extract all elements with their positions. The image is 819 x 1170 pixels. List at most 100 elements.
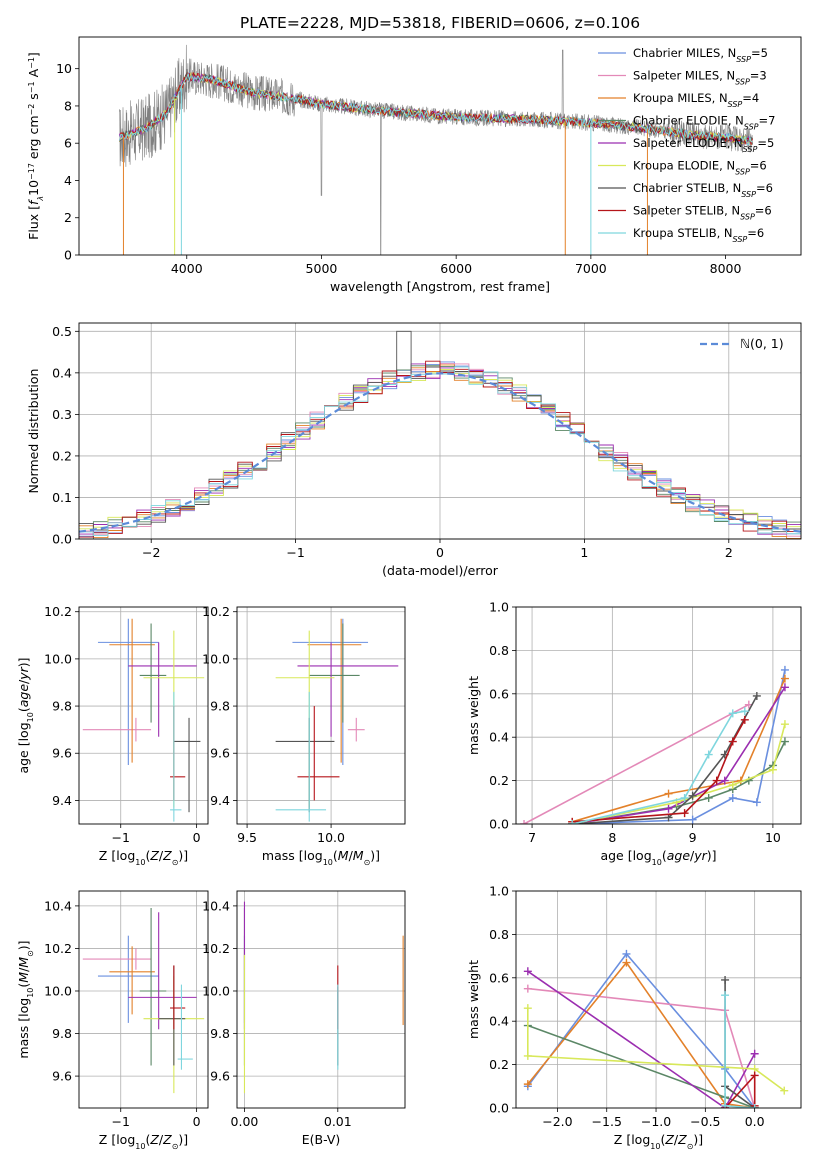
mass-weight-marker (664, 804, 673, 813)
plot-area (243, 901, 404, 1094)
mass-weight-line-4 (527, 970, 756, 1108)
mass-weight-marker (704, 750, 713, 759)
y-tick-label: 0.8 (489, 927, 509, 942)
legend-label-4: Salpeter ELODIE, NSSP=5 (633, 136, 774, 154)
y-tick-label: 0.8 (489, 643, 509, 658)
y-tick-label: 9.4 (52, 793, 72, 808)
mass-weight-marker (568, 820, 577, 824)
legend-label-2: Kroupa MILES, NSSP=4 (633, 91, 759, 109)
x-tick-label: 0.0 (745, 1114, 765, 1129)
mass-weight-line-8 (572, 710, 745, 824)
y-tick-label: 0 (64, 248, 72, 263)
plot-frame (515, 890, 802, 1109)
mass-weight-marker (720, 776, 729, 785)
y-tick-label: 0.1 (52, 490, 72, 505)
mass-weight-marker (523, 967, 532, 976)
panel-residuals: −2 −1 0 1 2 0.0 0.1 0.2 0.3 0.4 0.5 (data-model)/er… (26, 322, 802, 578)
y-tick-label: 0.6 (489, 970, 509, 985)
legend-label-8: Kroupa STELIB, NSSP=6 (633, 226, 764, 244)
mass-weight-line-1 (527, 987, 756, 1108)
y-tick-label: 0.0 (52, 532, 72, 547)
mass-weight-marker (523, 1080, 532, 1089)
x-axis-label: mass [log10(M/M⊙)] (262, 848, 380, 867)
mass-weight-marker (780, 683, 789, 692)
legend-label-6: Chabrier STELIB, NSSP=6 (633, 181, 773, 199)
x-tick-label: 0 (436, 545, 444, 560)
x-tick-label: −1 (112, 830, 130, 845)
x-tick-label: −2 (142, 545, 160, 560)
y-axis-label: age [log10(age/yr)] (16, 657, 35, 773)
y-tick-label: 0.2 (489, 773, 509, 788)
mass-weight-marker (664, 789, 673, 798)
x-tick-label: −1 (286, 545, 304, 560)
x-tick-label: 8000 (710, 261, 742, 276)
y-axis-label: mass weight (466, 676, 481, 755)
x-tick-label: 1 (580, 545, 588, 560)
y-axis-label: Normed distribution (26, 369, 41, 494)
panel-spectrum: 4000 5000 6000 7000 8000 0 2 4 6 8 10 wavelength [A… (26, 36, 802, 294)
y-tick-label: 9.8 (52, 699, 72, 714)
y-tick-label: 0.6 (489, 686, 509, 701)
mass-weight-marker (712, 776, 721, 785)
y-tick-label: 1.0 (489, 600, 509, 615)
mass-weight-marker (622, 949, 631, 958)
x-tick-label: 10.0 (317, 830, 345, 845)
plot-area (118, 44, 753, 255)
y-tick-label: 6 (64, 136, 72, 151)
mass-weight-line-1 (523, 703, 750, 824)
legend-label-3: Chabrier ELODIE, NSSP=7 (633, 114, 775, 132)
x-axis-label: E(B-V) (302, 1132, 341, 1147)
mass-weight-marker (752, 798, 761, 807)
y-tick-label: 0.4 (52, 365, 72, 380)
model-spectrum-8 (118, 72, 753, 146)
mass-weight-marker (622, 958, 631, 967)
y-tick-label: 9.4 (210, 793, 230, 808)
mass-weight-marker (780, 674, 789, 683)
y-axis-label: mass [log10(M/M⊙)] (16, 940, 35, 1058)
mass-weight-line-2 (527, 961, 755, 1108)
y-tick-label: 2 (64, 210, 72, 225)
plot-area (275, 618, 399, 822)
plot-frame (236, 606, 406, 825)
plot-frame (78, 890, 209, 1109)
mass-weight-marker (780, 665, 789, 674)
legend-label-5: Kroupa ELODIE, NSSP=6 (633, 159, 767, 177)
plot-frame (78, 36, 802, 256)
x-axis-label: wavelength [Angstrom, rest frame] (330, 279, 550, 294)
y-tick-label: 10.4 (44, 898, 72, 913)
y-tick-label: 10.2 (202, 941, 230, 956)
y-tick-label: 9.6 (52, 1069, 72, 1084)
mass-weight-marker (750, 1071, 759, 1080)
x-tick-label: 0.00 (231, 1114, 259, 1129)
model-spectrum-1 (119, 72, 753, 145)
x-tick-label: −1 (112, 1114, 130, 1129)
model-spectrum-4 (118, 73, 753, 146)
mass-weight-marker (680, 809, 689, 818)
y-tick-label: 4 (64, 173, 72, 188)
y-tick-label: 0.0 (489, 817, 509, 832)
y-tick-label: 9.8 (210, 1026, 230, 1041)
panel-massweight_vs_age: 7 8 9 10 0.0 0.2 0.4 0.6 0.8 1.0 age [log10(age/yr… (466, 600, 802, 867)
plot-frame (78, 322, 802, 540)
mass-weight-marker (688, 815, 697, 824)
x-tick-label: 9 (689, 830, 697, 845)
x-tick-label: −1.0 (641, 1114, 671, 1129)
model-spectrum-0 (118, 71, 753, 146)
x-axis-label: age [log10(age/yr)] (600, 848, 716, 867)
x-tick-label: 2 (725, 545, 733, 560)
mass-weight-marker (750, 1049, 759, 1058)
y-tick-label: 10.0 (202, 651, 230, 666)
mass-weight-marker (688, 791, 697, 800)
y-tick-label: 9.8 (52, 1026, 72, 1041)
legend-label-1: Salpeter MILES, NSSP=3 (633, 69, 767, 87)
mass-weight-line-4 (572, 686, 786, 824)
plot-area (82, 618, 205, 822)
y-tick-label: 1.0 (489, 884, 509, 899)
plot-frame (236, 890, 406, 1109)
x-tick-label: 0 (193, 830, 201, 845)
plot-area (523, 949, 789, 1108)
gaussian-curve (79, 372, 801, 533)
mass-weight-marker (721, 1101, 730, 1108)
